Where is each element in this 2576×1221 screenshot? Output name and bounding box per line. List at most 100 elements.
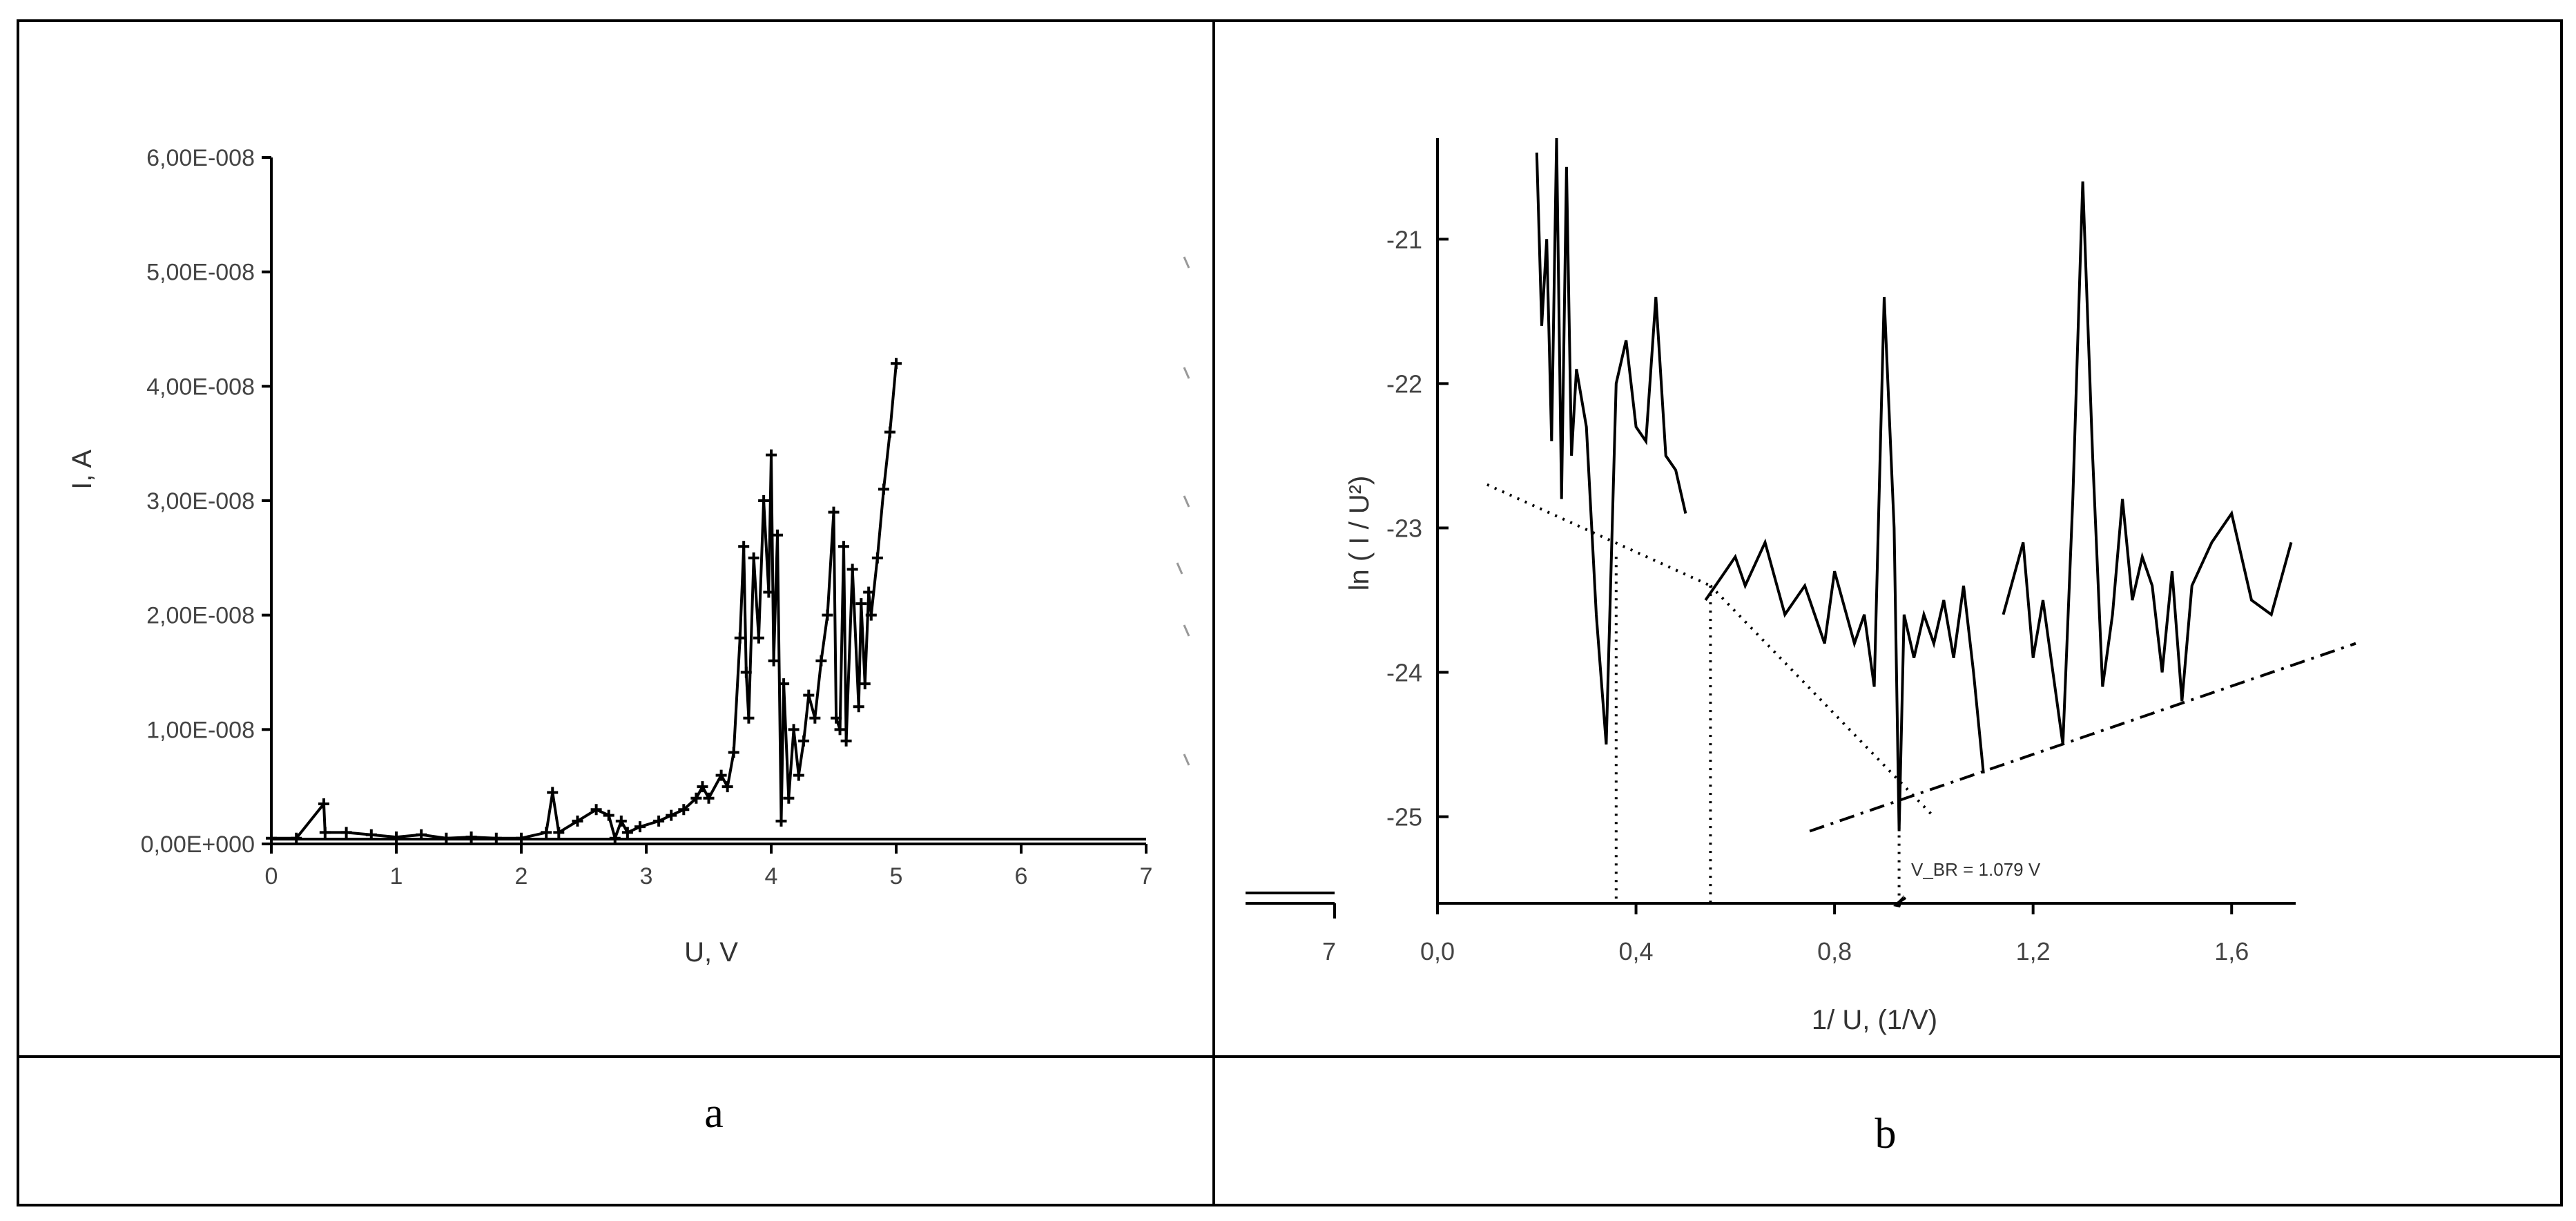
chart-a-x-tick-label: 5 [890, 863, 903, 890]
chart-a-x-tick-label: 3 [640, 863, 653, 890]
caption-a: a [704, 1090, 724, 1137]
chart-a-data-point [391, 831, 402, 843]
chart-a-y-ticks: 0,00E+000 1,00E-008 2,00E-008 3,00E-008 4,00… [141, 145, 271, 858]
chart-a-data-point [891, 358, 902, 369]
chart-b-y-ticks: -25 -24 -23 -22 -21 [1386, 225, 1449, 831]
chart-a-edge-marks [1176, 256, 1190, 766]
chart-a-data-point [291, 832, 302, 844]
chart-b-extra-tick: 7 [1322, 937, 1336, 965]
chart-a-data-point [793, 769, 804, 781]
chart-a-data-point [788, 724, 800, 736]
chart-b-y-tick-label: -23 [1386, 514, 1422, 542]
chart-a-data-point [734, 632, 746, 644]
chart-b-series-line [1535, 137, 1687, 745]
chart-a-data-point [653, 815, 665, 827]
chart-a-data-point [621, 827, 633, 838]
chart-a-data-point [416, 829, 427, 840]
chart-a-y-tick-label: 1,00E-008 [146, 717, 255, 743]
chart-a-data-point [318, 798, 330, 810]
chart-b-x-tick-label: 0,0 [1420, 937, 1455, 965]
chart-a-data-point [722, 781, 733, 793]
chart-a-data-point [884, 426, 895, 438]
figure-table [17, 19, 2563, 1206]
chart-a-x-tick-label: 7 [1140, 863, 1153, 890]
chart-a-data-point [809, 712, 821, 724]
chart-a-data-point [871, 552, 883, 564]
chart-a-data-point [738, 541, 750, 552]
chart-a-x-label: U, V [684, 937, 738, 968]
chart-a-data-point [828, 506, 840, 518]
chart-a-data-point [465, 831, 477, 843]
chart-a-data-point [865, 609, 877, 621]
chart-a-data-point [783, 792, 795, 804]
chart-a-data-point [728, 747, 739, 758]
chart-a-data-point [743, 712, 755, 724]
chart-a-data-point [678, 804, 690, 816]
chart-a-data-point [878, 483, 889, 495]
chart-a-data-point [758, 495, 770, 506]
chart-a-data-point [690, 792, 702, 804]
chart-b-series [1535, 137, 2293, 831]
chart-b-annotation-arrow [1893, 895, 1907, 907]
chart-a-x-tick-label: 6 [1015, 863, 1028, 890]
chart-a-y-tick-label: 0,00E+000 [141, 831, 255, 858]
chart-a-y-label: I, A [67, 450, 97, 490]
chart-a-x-ticks: 0 1 2 3 4 5 6 7 [265, 844, 1153, 890]
chart-a-data-point [615, 815, 627, 827]
chart-a-data-point [541, 827, 552, 838]
chart-b-x-tick-label: 1,2 [2016, 937, 2051, 965]
chart-a-data-point [815, 655, 827, 666]
chart-a-data-point [840, 735, 852, 747]
chart-a-data-point [831, 712, 842, 724]
chart-a-data-point [590, 804, 602, 816]
chart-b-x-tick-label: 0,4 [1619, 937, 1654, 965]
chart-a-data-point [822, 609, 833, 621]
chart-b-y-tick-label: -24 [1386, 659, 1422, 687]
chart-a-data-point [772, 529, 784, 541]
chart-a-y-tick-label: 3,00E-008 [146, 488, 255, 515]
chart-a-data-point [748, 552, 759, 564]
chart-a-data-point [340, 827, 352, 838]
chart-a-data-point [547, 787, 559, 798]
chart-a-data-point [553, 827, 565, 838]
chart-b-x-tick-label: 0,8 [1817, 937, 1852, 965]
chart-a-x-tick-label: 2 [515, 863, 528, 890]
chart-b-fit-lines [1486, 483, 2356, 833]
caption-b: b [1875, 1111, 1897, 1157]
chart-a-data-point [859, 678, 871, 690]
chart-a-y-tick-label: 2,00E-008 [146, 603, 255, 629]
chart-a-data-point [863, 586, 875, 598]
chart-b-series-line [2002, 181, 2293, 745]
chart-a-data-point [516, 832, 527, 844]
chart-a: 0 1 2 3 4 5 6 7 0,00E+000 1,00E-008 2,00E-008 3,00… [67, 145, 1190, 968]
chart-a-data-point [846, 564, 858, 575]
chart-a-data-point [603, 809, 614, 821]
chart-a-data-point [766, 449, 777, 461]
chart-a-data-point [740, 666, 752, 678]
chart-a-data-point [798, 735, 810, 747]
chart-a-x-tick-label: 0 [265, 863, 278, 890]
chart-a-data-point [666, 809, 677, 821]
chart-a-data-point [703, 792, 715, 804]
chart-b-x-label: 1/ U, (1/V) [1812, 1005, 1937, 1035]
chart-a-data-point [697, 781, 708, 793]
chart-a-points [266, 358, 902, 844]
chart-a-data-point [490, 832, 502, 844]
chart-a-data-point [609, 832, 621, 844]
chart-b-drop-lines [1614, 557, 1901, 903]
chart-a-data-point [834, 724, 846, 736]
chart-b-axes [1436, 138, 2296, 905]
chart-a-data-point [855, 598, 867, 610]
chart-b: 7 0,0 0,4 0,8 1,2 1,6 -25 -24 -23 -22 -21 1/ U, … [1246, 137, 2356, 1035]
chart-b-x-tick-label: 1,6 [2214, 937, 2249, 965]
chart-a-y-tick-label: 4,00E-008 [146, 374, 255, 400]
chart-a-data-point [634, 821, 646, 833]
chart-b-series-line [1704, 296, 1985, 831]
chart-a-data-point [768, 655, 779, 666]
chart-a-y-tick-label: 6,00E-008 [146, 145, 255, 171]
chart-b-y-tick-label: -22 [1386, 369, 1422, 398]
chart-b-y-tick-label: -21 [1386, 225, 1422, 253]
chart-b-y-label: ln ( I / U²) [1344, 476, 1375, 591]
chart-a-data-point [853, 701, 864, 713]
